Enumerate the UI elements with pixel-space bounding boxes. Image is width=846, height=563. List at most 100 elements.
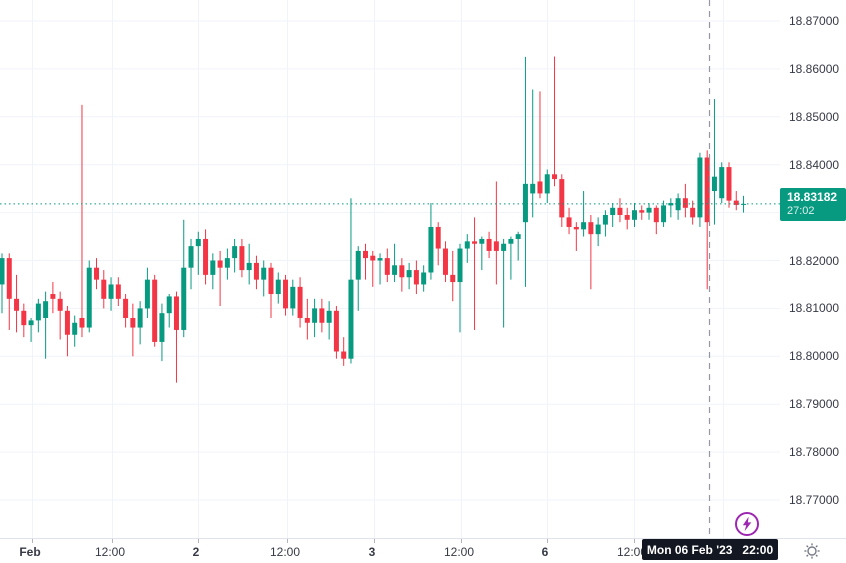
time-axis-tick [198,539,199,543]
candle-body [181,267,187,330]
candle-body [123,298,129,318]
time-axis-tick [32,539,33,543]
candle-body [566,217,572,227]
candle-body [210,260,216,275]
candle-body [166,296,172,314]
candle-body [435,226,441,249]
candle-body [246,262,252,271]
time-axis-label: 6 [541,545,549,559]
candle-body [333,310,339,352]
candle-body [595,224,601,235]
time-axis-label: 12:00 [443,545,475,559]
gear-icon[interactable] [803,542,821,560]
candle-body [21,310,27,326]
candle-body [384,258,390,275]
candle-body [355,250,361,280]
candlestick-chart[interactable] [0,0,780,538]
candle-body [610,207,616,215]
candle-body [319,308,325,323]
last-price-badge: 18.83182 27:02 [780,187,846,221]
candle-body [631,210,637,220]
candle-body [624,214,630,220]
candle-body [719,167,725,199]
candle-body [741,203,747,205]
candle-body [195,238,201,247]
time-axis-tick [547,539,548,543]
price-axis-label: 18.81000 [789,301,840,316]
candle-body [297,286,303,318]
time-axis-label: 12:00 [269,545,301,559]
price-axis-label: 18.85000 [789,109,840,124]
candle-body [559,179,565,218]
candle-body [341,351,347,359]
candle-body [217,260,223,268]
candle-body [399,265,405,278]
candle-body [326,310,332,323]
candle-body [530,183,536,194]
candle-body [348,279,354,359]
candle-body [479,238,485,244]
price-axis-label: 18.80000 [789,349,840,364]
price-axis-label: 18.77000 [789,493,840,507]
candle-body [173,296,179,330]
candle-body [646,207,652,213]
crosshair-date: Mon 06 Feb '23 [646,542,733,557]
candle-body [50,294,56,299]
candle-body [581,222,587,230]
candle-body [268,267,274,295]
candle-body [14,298,20,311]
candle-body [28,320,34,326]
candle-body [508,238,514,244]
candle-body [224,258,230,268]
candle-body [0,258,5,285]
candle-body [697,157,703,218]
candle-body [253,262,259,280]
time-axis-label: 12:00 [616,545,648,559]
candle-body [188,246,194,268]
price-axis[interactable]: 18.77000 18.78000 18.79000 18.80000 18.81000… [780,0,846,538]
candle-body [493,241,499,251]
candle-body [428,226,434,273]
candle-body [501,243,507,251]
candle-body [232,246,238,259]
candle-body [392,265,398,275]
candle-body [86,267,92,328]
candle-body [726,167,732,201]
candle-body [130,317,136,328]
candle-body [544,174,550,194]
time-axis-tick [374,539,375,543]
candle-body [617,207,623,215]
candle-body [94,267,100,280]
candle-body [108,284,114,299]
time-axis-tick [287,539,288,543]
price-axis-label: 18.78000 [789,445,840,460]
candle-body [573,226,579,230]
candle-body [79,317,85,328]
chart-pane[interactable] [0,0,780,538]
candle-body [711,176,717,192]
lightning-icon[interactable] [734,511,760,537]
candle-body [421,272,427,285]
candle-body [552,174,558,180]
candle-body [682,198,688,208]
time-axis-label: Feb [19,545,41,559]
candle-body [442,248,448,275]
candle-body [377,258,383,261]
candle-body [261,267,267,280]
candle-body [6,258,12,299]
last-price-value: 18.83182 [787,189,838,204]
time-axis-label: 3 [368,545,376,559]
candle-body [406,270,412,278]
candle-body [137,308,143,328]
candle-body [486,238,492,251]
candle-body [152,279,158,342]
candle-body [72,322,78,335]
candle-body [290,286,296,309]
candle-body [653,207,659,223]
candle-body [472,241,478,244]
candle-body [450,274,456,283]
candle-body [690,207,696,218]
candle-body [159,313,165,342]
candle-body [639,210,645,213]
candle-body [733,200,739,205]
